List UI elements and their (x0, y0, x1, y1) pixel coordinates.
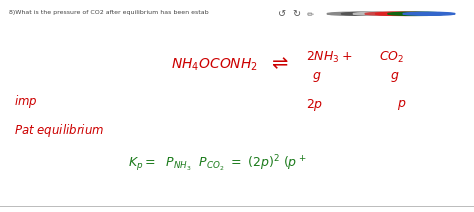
Text: 8)What is the pressure of CO2 after equilibrium has been estab: 8)What is the pressure of CO2 after equi… (9, 10, 209, 15)
Text: $CO_2$: $CO_2$ (379, 50, 404, 65)
Text: ↻: ↻ (292, 9, 301, 19)
Text: ✏: ✏ (307, 9, 314, 18)
Circle shape (388, 12, 445, 15)
Text: $NH_4OCONH_2$: $NH_4OCONH_2$ (171, 56, 257, 73)
Text: $Pat\ equilibrium$: $Pat\ equilibrium$ (14, 122, 104, 139)
Text: $imp$: $imp$ (14, 93, 38, 110)
Text: $g$: $g$ (390, 70, 399, 84)
Text: ↺: ↺ (278, 9, 286, 19)
Circle shape (341, 12, 393, 15)
Text: $K_p=\ \ P_{NH_3}\ \ P_{CO_2}\ =\ (2p)^2\ (p^+$: $K_p=\ \ P_{NH_3}\ \ P_{CO_2}\ =\ (2p)^2… (128, 154, 307, 174)
Circle shape (365, 12, 417, 15)
Text: $g$: $g$ (312, 70, 322, 84)
Circle shape (353, 12, 405, 15)
Text: $2NH_3+$: $2NH_3+$ (306, 50, 352, 65)
Text: $2p$: $2p$ (306, 97, 323, 113)
Text: $p$: $p$ (397, 98, 407, 112)
Circle shape (327, 12, 379, 15)
Circle shape (375, 12, 432, 15)
Text: $\rightleftharpoons$: $\rightleftharpoons$ (268, 56, 289, 73)
Circle shape (403, 12, 455, 15)
